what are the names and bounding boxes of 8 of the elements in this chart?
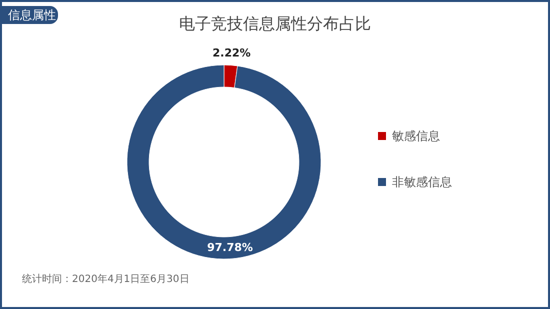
text: 统计时间：2020年4月1日至6月30日 (22, 273, 190, 285)
donut-slice (126, 64, 322, 260)
text: 信息属性 (8, 8, 56, 22)
data-label: 2.22% (212, 46, 251, 60)
chart-title: 电子竞技信息属性分布占比 (179, 14, 371, 33)
data-label: 97.78% (207, 240, 253, 254)
legend-label: 敏感信息 (392, 129, 440, 143)
legend-label: 非敏感信息 (392, 175, 452, 189)
